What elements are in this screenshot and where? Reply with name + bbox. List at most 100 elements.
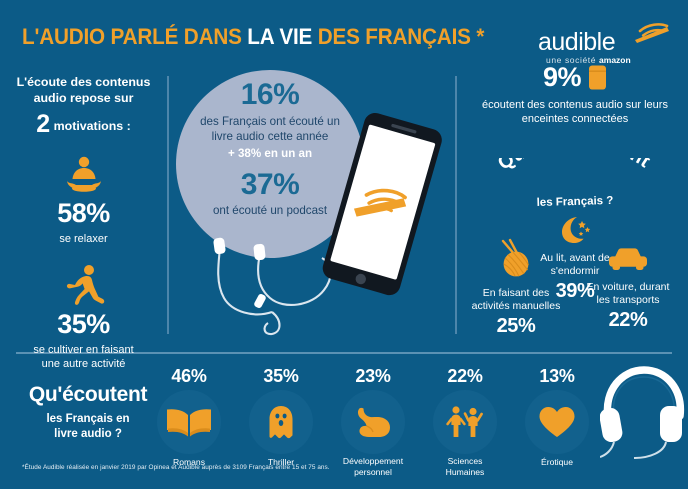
category-romans-label: Romans xyxy=(146,457,232,468)
ghost-icon xyxy=(249,390,313,454)
category-erotique-percent: 13% xyxy=(539,366,575,386)
books-growth: + 38% en un an xyxy=(227,147,313,160)
books-caption-line1: des Français ont écouté un xyxy=(200,115,340,128)
stat-relaxer-caption-line1: se relaxer xyxy=(59,233,108,245)
category-thriller-label: Thriller xyxy=(238,457,324,468)
category-thriller[interactable]: 35% Thriller xyxy=(238,366,324,468)
divider-vertical-right xyxy=(455,76,457,334)
audible-tagline-pre: une société xyxy=(546,55,600,65)
page-title: L'AUDIO PARLÉ DANS LA VIE DES FRANÇAIS * xyxy=(22,24,484,50)
meditation-icon xyxy=(66,156,101,192)
category-erotique-circle xyxy=(525,390,589,454)
stat-cultiver-caption-line1: se cultiver en faisant xyxy=(33,344,134,356)
category-sciences-label-line2: Humaines xyxy=(445,466,485,477)
motivations-count: 2 motivations : xyxy=(0,110,167,139)
when-listen-title: Quand écoutent xyxy=(494,158,655,175)
stat-cultiver-caption-line2: une autre activité xyxy=(41,358,126,370)
podcast-percent: 37% xyxy=(240,168,300,201)
motivations-intro-line1: L'écoute des contenus xyxy=(16,75,151,89)
books-caption: des Français ont écouté un livre audio c… xyxy=(176,114,364,144)
smart-speaker-caption-line2: enceintes connectées xyxy=(521,113,629,125)
amazon-wordmark: amazon xyxy=(599,55,631,65)
smart-speaker-row: 9% xyxy=(462,62,688,93)
stat-cultiver-caption: se cultiver en faisant une autre activit… xyxy=(0,343,167,371)
category-thriller-percent: 35% xyxy=(263,366,299,386)
category-romans[interactable]: 46% Romans xyxy=(146,366,232,468)
books-caption-line2: livre audio cette année xyxy=(211,130,329,143)
category-sciences-label: Sciences Humaines xyxy=(422,456,508,477)
when-item-bed-caption-line1: Au lit, avant de xyxy=(540,252,610,264)
smart-speaker-caption-line1: écoutent des contenus audio sur leurs xyxy=(482,99,668,111)
audible-app-icon xyxy=(353,188,407,217)
when-item-car-percent: 22% xyxy=(608,309,648,331)
stat-relaxer-percent: 58% xyxy=(57,198,110,228)
motivations-section: L'écoute des contenus audio repose sur 2… xyxy=(0,74,167,371)
category-developpement-label-line1: Développement xyxy=(342,456,404,466)
category-sciences-label-line1: Sciences xyxy=(447,456,483,466)
when-item-crafts-caption-line1: En faisant des xyxy=(482,287,550,299)
motivations-count-label: motivations : xyxy=(53,119,131,133)
two-people-icon xyxy=(433,390,497,454)
page-title-part3: DES FRANÇAIS * xyxy=(317,24,485,49)
category-developpement-label: Développement personnel xyxy=(330,456,416,477)
car-icon xyxy=(609,248,647,270)
stat-cultiver: 35% se cultiver en faisant une autre act… xyxy=(0,264,167,371)
motivations-intro: L'écoute des contenus audio repose sur xyxy=(0,74,167,106)
when-item-bed: Au lit, avant de s'endormir 39% xyxy=(492,216,658,303)
stat-relaxer-caption: se relaxer xyxy=(0,232,167,246)
when-item-crafts-caption: En faisant des activités manuelles xyxy=(461,287,571,313)
open-book-icon xyxy=(157,390,221,454)
smart-speaker-icon xyxy=(589,65,607,90)
category-developpement-circle xyxy=(341,390,405,454)
smartphone-icon xyxy=(322,112,442,296)
footnote: *Étude Audible réalisée en janvier 2019 … xyxy=(22,464,330,471)
category-developpement-percent: 23% xyxy=(355,366,391,386)
podcast-caption: ont écouté un podcast xyxy=(212,204,328,217)
when-item-crafts-percent: 25% xyxy=(496,315,536,337)
smart-speaker-caption: écoutent des contenus audio sur leurs en… xyxy=(462,98,688,126)
when-item-crafts: En faisant des activités manuelles 25% xyxy=(461,238,571,338)
when-item-car: En voiture, durant les transports 22% xyxy=(573,246,683,332)
when-item-bed-caption: Au lit, avant de s'endormir xyxy=(492,252,658,278)
listen-what-title: Qu'écoutent les Français en livre audio … xyxy=(18,383,158,442)
when-item-crafts-caption-line2: activités manuelles xyxy=(471,300,561,312)
books-percent: 16% xyxy=(240,78,300,111)
listen-what-subtitle-line1: les Français en xyxy=(46,413,130,425)
running-person-icon xyxy=(66,265,104,305)
category-romans-label-line1: Romans xyxy=(173,457,205,467)
category-sciences-percent: 22% xyxy=(447,366,483,386)
category-sciences[interactable]: 22% Sciences Humaines xyxy=(422,366,508,477)
when-item-bed-caption-line2: s'endormir xyxy=(550,265,600,277)
when-listen-title-text: Quand écoutent xyxy=(494,158,655,175)
headphones-icon xyxy=(600,366,685,459)
when-item-car-caption-line2: les transports xyxy=(596,294,660,306)
when-item-car-caption: En voiture, durant les transports xyxy=(573,281,683,307)
audible-wordmark: audible xyxy=(538,28,616,56)
smart-speaker-section: 9% écoutent des contenus audio sur leurs… xyxy=(462,62,688,126)
category-romans-circle xyxy=(157,390,221,454)
flexed-arm-icon xyxy=(341,390,405,454)
moon-stars-icon xyxy=(562,217,591,243)
page-title-part1: L'AUDIO PARLÉ DANS xyxy=(22,24,248,49)
category-sciences-circle xyxy=(433,390,497,454)
category-thriller-label-line1: Thriller xyxy=(267,457,295,467)
stat-relaxer: 58% se relaxer xyxy=(0,155,167,246)
category-erotique[interactable]: 13% Érotique xyxy=(514,366,600,468)
category-developpement-label-line2: personnel xyxy=(354,466,392,477)
category-developpement[interactable]: 23% Développement personnel xyxy=(330,366,416,477)
listen-what-subtitle: les Français en livre audio ? xyxy=(18,412,158,442)
center-stats: 16% des Français ont écouté un livre aud… xyxy=(176,78,364,217)
when-item-bed-percent: 39% xyxy=(555,280,595,302)
stat-cultiver-percent: 35% xyxy=(57,309,110,339)
yarn-ball-icon xyxy=(501,238,529,277)
category-erotique-label-line1: Érotique xyxy=(540,457,573,467)
listen-what-title-main: Qu'écoutent xyxy=(28,383,148,406)
when-item-car-caption-line1: En voiture, durant xyxy=(586,281,670,293)
audible-logo[interactable]: audible une société amazon xyxy=(538,22,672,68)
center-circle-background xyxy=(176,70,364,258)
smart-speaker-percent: 9% xyxy=(542,62,582,92)
listen-what-subtitle-line2: livre audio ? xyxy=(54,428,122,440)
category-erotique-label: Érotique xyxy=(514,457,600,468)
audible-tagline: une société amazon xyxy=(546,55,631,65)
